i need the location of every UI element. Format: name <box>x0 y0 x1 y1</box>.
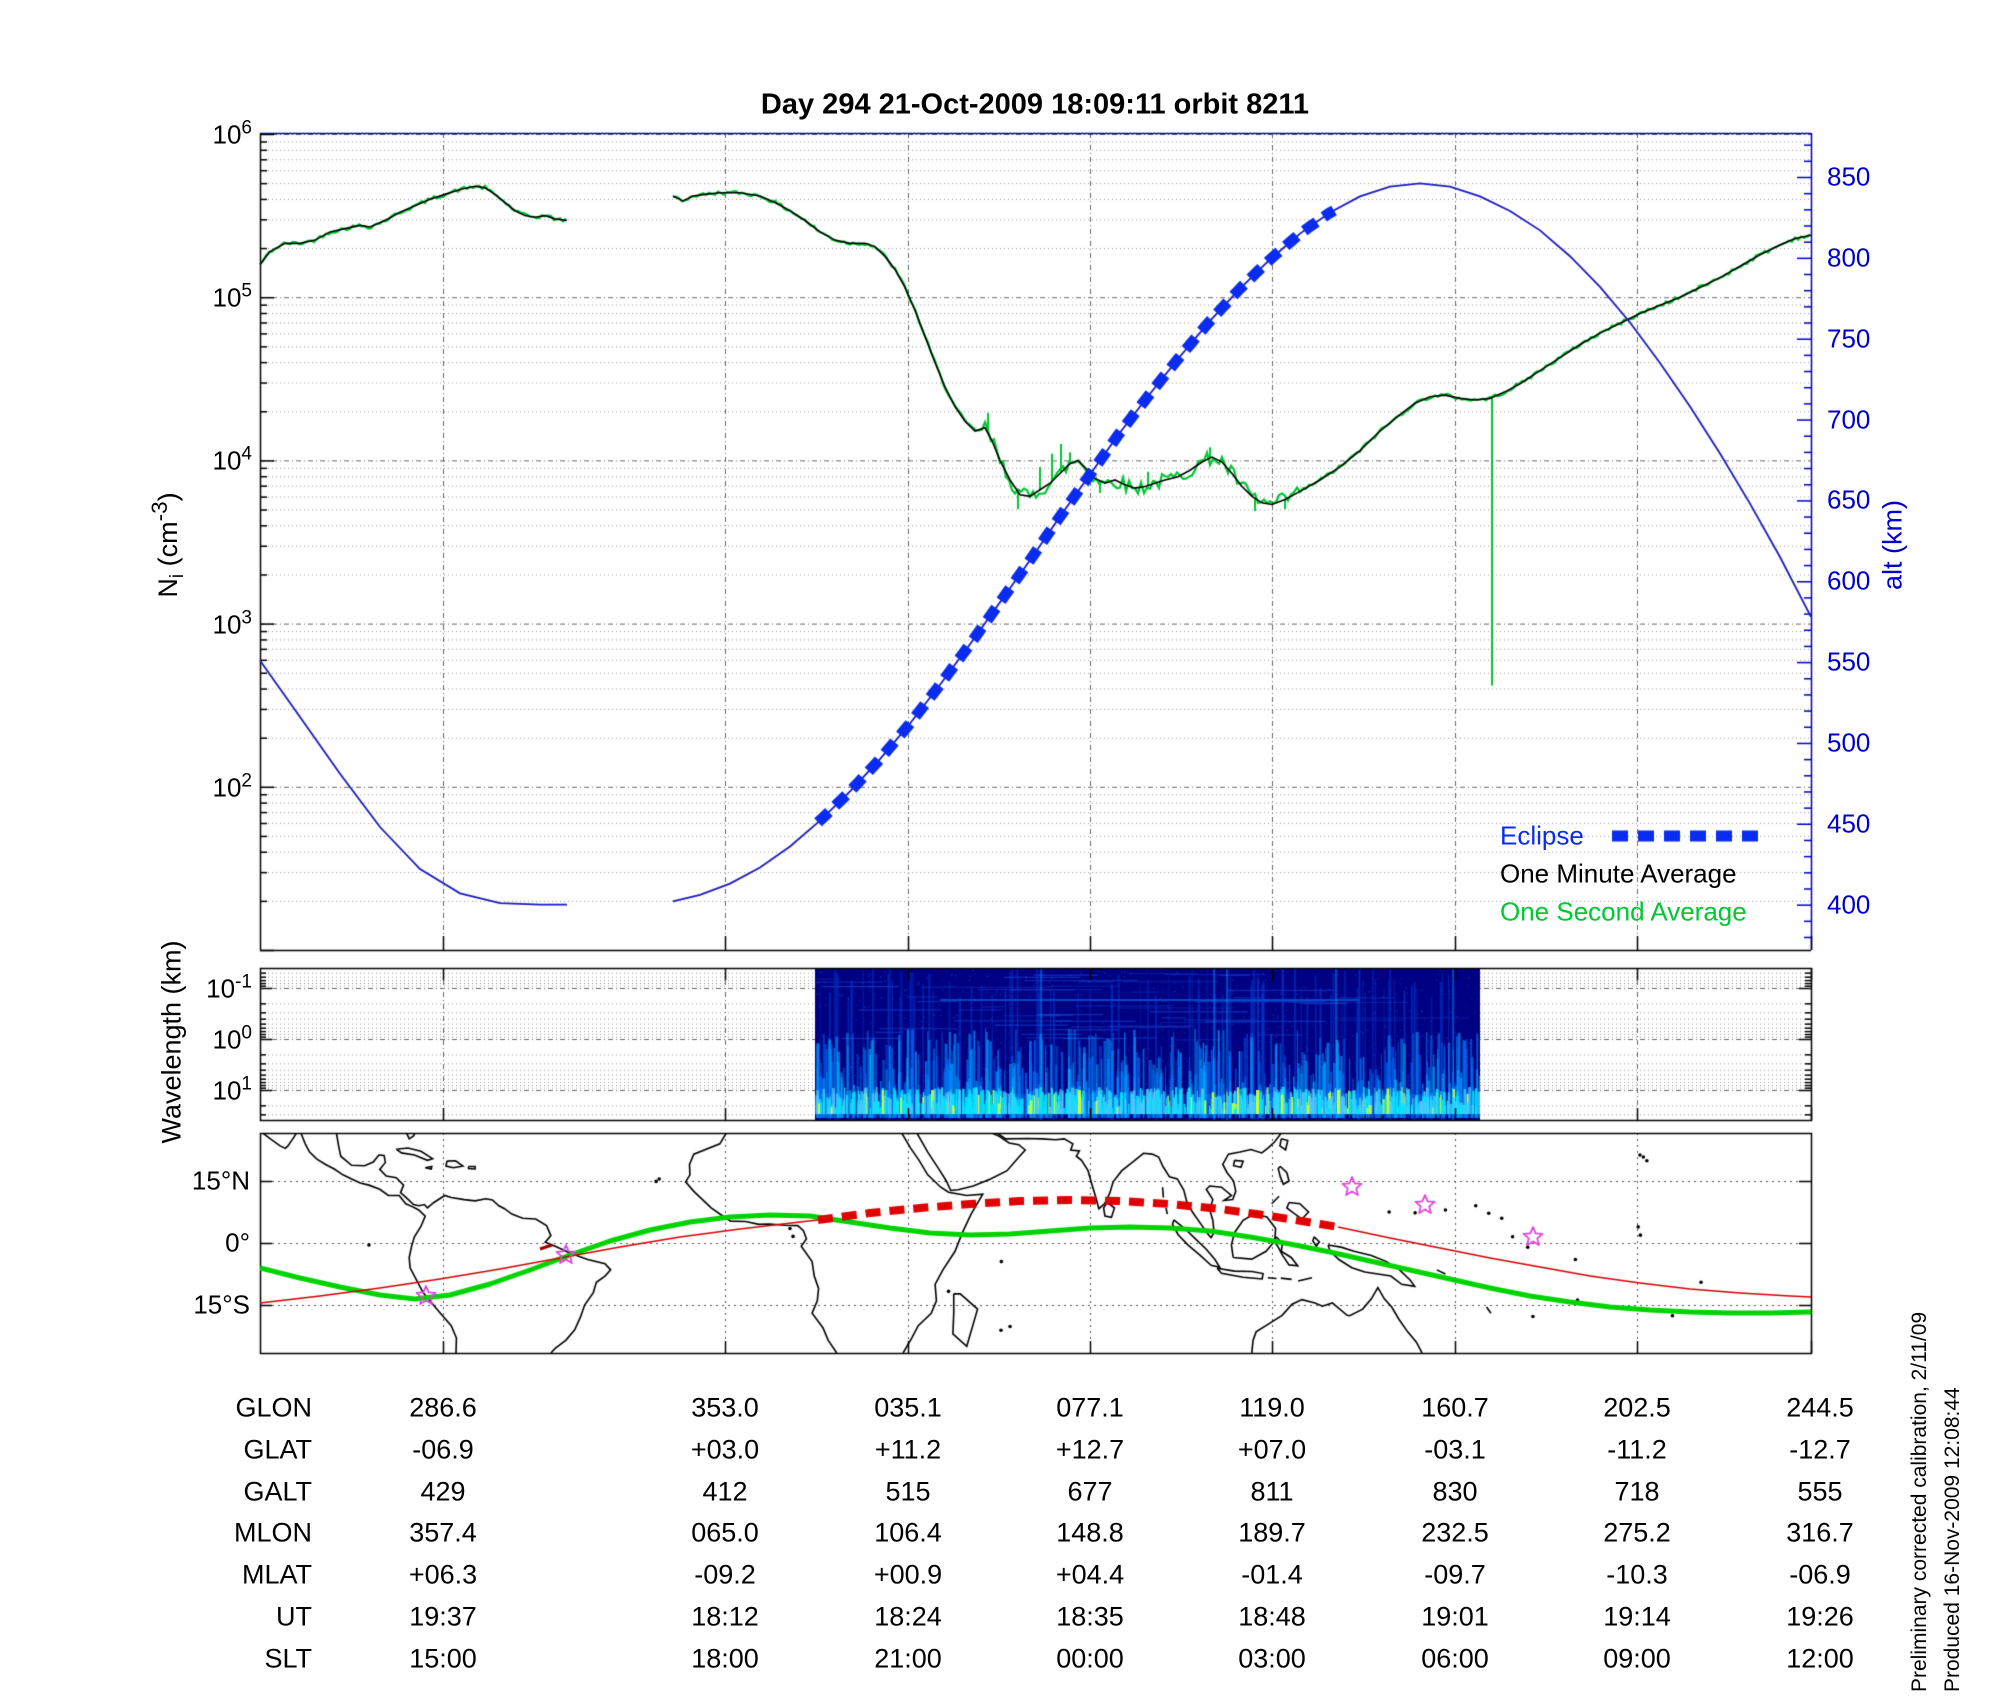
alt-tick-label: 400 <box>1827 889 1871 920</box>
alt-tick-label: 500 <box>1827 727 1871 758</box>
table-cell: -03.1 <box>1424 1434 1486 1465</box>
table-cell: 09:00 <box>1603 1643 1671 1674</box>
alt-tick-label: 800 <box>1827 242 1871 273</box>
table-row-label: GLON <box>235 1392 312 1423</box>
table-cell: +03.0 <box>690 1434 760 1465</box>
table-cell: -10.3 <box>1606 1559 1668 1590</box>
map-lat-tick-label: 15°N <box>191 1165 250 1196</box>
alt-axis-label: alt (km) <box>1877 500 1908 590</box>
table-cell: 316.7 <box>1786 1517 1854 1548</box>
alt-tick-label: 750 <box>1827 323 1871 354</box>
legend-one-minute-label: One Minute Average <box>1500 858 1737 889</box>
table-cell: 06:00 <box>1421 1643 1489 1674</box>
table-cell: -06.9 <box>1789 1559 1851 1590</box>
table-cell: 275.2 <box>1603 1517 1671 1548</box>
table-cell: 15:00 <box>409 1643 477 1674</box>
table-cell: +07.0 <box>1237 1434 1307 1465</box>
table-cell: 00:00 <box>1056 1643 1124 1674</box>
table-cell: 353.0 <box>691 1392 759 1423</box>
table-cell: 18:12 <box>691 1601 759 1632</box>
table-cell: 19:26 <box>1786 1601 1854 1632</box>
table-cell: 555 <box>1797 1476 1843 1507</box>
table-cell: 160.7 <box>1421 1392 1489 1423</box>
alt-tick-label: 450 <box>1827 808 1871 839</box>
alt-tick-label: 650 <box>1827 484 1871 515</box>
table-cell: 232.5 <box>1421 1517 1489 1548</box>
table-cell: 189.7 <box>1238 1517 1306 1548</box>
wavelength-tick-label: 100 <box>212 1022 253 1055</box>
table-cell: 412 <box>702 1476 748 1507</box>
wavelength-tick-label: 101 <box>212 1073 253 1106</box>
table-cell: 19:01 <box>1421 1601 1489 1632</box>
ni-tick-label: 104 <box>212 444 253 476</box>
table-row-label: MLON <box>233 1517 312 1548</box>
table-row-label: UT <box>276 1601 312 1632</box>
table-cell: 19:14 <box>1603 1601 1671 1632</box>
table-cell: -06.9 <box>412 1434 474 1465</box>
table-cell: 21:00 <box>874 1643 942 1674</box>
table-cell: 18:35 <box>1056 1601 1124 1632</box>
table-cell: 830 <box>1432 1476 1478 1507</box>
page-title: Day 294 21-Oct-2009 18:09:11 orbit 8211 <box>760 88 1310 121</box>
ni-axis-label: Ni (cm-3) <box>146 492 189 598</box>
table-cell: 12:00 <box>1786 1643 1854 1674</box>
map-lat-tick-label: 0° <box>225 1227 250 1258</box>
legend-eclipse-label: Eclipse <box>1500 820 1584 851</box>
footnote-calibration: Preliminary corrected calibration, 2/11/… <box>1908 1311 1931 1692</box>
table-cell: 106.4 <box>874 1517 942 1548</box>
table-cell: 18:24 <box>874 1601 942 1632</box>
ni-tick-label: 103 <box>212 607 253 639</box>
table-cell: 03:00 <box>1238 1643 1306 1674</box>
table-cell: 244.5 <box>1786 1392 1854 1423</box>
table-cell: +06.3 <box>408 1559 478 1590</box>
table-cell: 148.8 <box>1056 1517 1124 1548</box>
table-cell: +11.2 <box>874 1434 942 1465</box>
alt-tick-label: 700 <box>1827 404 1871 435</box>
table-cell: 119.0 <box>1239 1392 1305 1423</box>
table-row-label: GLAT <box>243 1434 312 1465</box>
table-cell: 811 <box>1250 1476 1294 1507</box>
table-cell: +00.9 <box>873 1559 943 1590</box>
table-cell: 18:00 <box>691 1643 759 1674</box>
table-cell: +12.7 <box>1055 1434 1125 1465</box>
table-cell: 718 <box>1614 1476 1660 1507</box>
alt-tick-label: 850 <box>1827 161 1871 192</box>
table-row-label: GALT <box>243 1476 312 1507</box>
wavelength-axis-label: Wavelength (km) <box>156 940 187 1144</box>
ni-tick-label: 102 <box>212 770 253 803</box>
footnote-produced: Produced 16-Nov-2009 12:08:44 <box>1941 1387 1964 1692</box>
table-cell: 077.1 <box>1056 1392 1124 1423</box>
table-cell: -09.2 <box>694 1559 756 1590</box>
table-cell: 357.4 <box>409 1517 477 1548</box>
ni-tick-label: 106 <box>212 117 253 150</box>
wavelength-tick-label: 10-1 <box>206 971 252 1004</box>
alt-tick-label: 600 <box>1827 565 1871 596</box>
table-cell: -12.7 <box>1789 1434 1851 1465</box>
table-cell: 18:48 <box>1238 1601 1306 1632</box>
table-cell: -09.7 <box>1424 1559 1486 1590</box>
table-cell: 286.6 <box>409 1392 477 1423</box>
table-cell: 065.0 <box>691 1517 759 1548</box>
legend-one-second-label: One Second Average <box>1500 896 1747 927</box>
map-lat-tick-label: 15°S <box>193 1289 250 1320</box>
table-cell: 035.1 <box>874 1392 942 1423</box>
table-row-label: MLAT <box>241 1559 312 1590</box>
alt-tick-label: 550 <box>1827 646 1871 677</box>
table-cell: 515 <box>885 1476 931 1507</box>
table-cell: 677 <box>1067 1476 1113 1507</box>
ni-tick-label: 105 <box>212 280 253 313</box>
table-row-label: SLT <box>264 1643 312 1674</box>
table-cell: -11.2 <box>1607 1434 1667 1465</box>
table-cell: 429 <box>420 1476 466 1507</box>
table-cell: 19:37 <box>409 1601 477 1632</box>
table-cell: -01.4 <box>1241 1559 1303 1590</box>
table-cell: 202.5 <box>1603 1392 1671 1423</box>
table-cell: +04.4 <box>1055 1559 1125 1590</box>
